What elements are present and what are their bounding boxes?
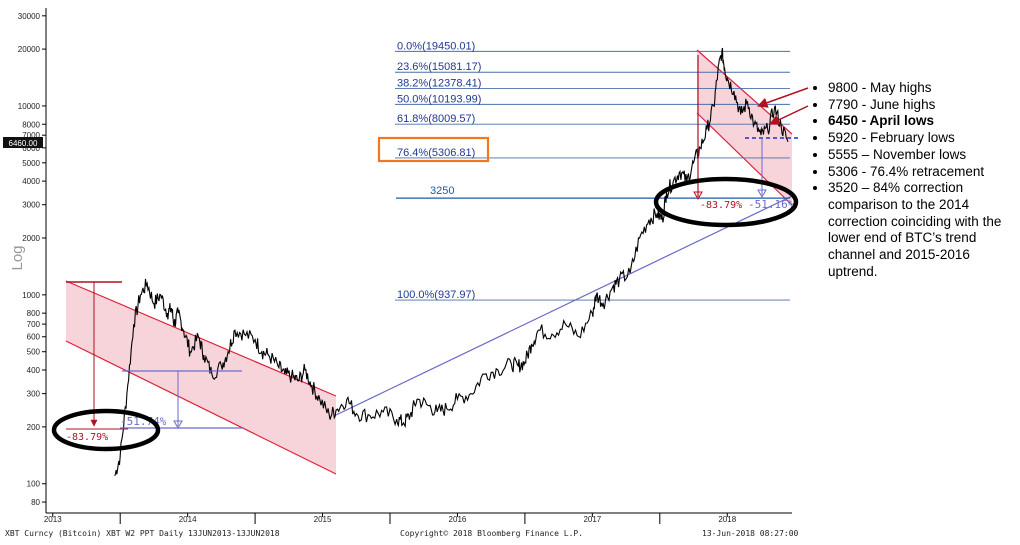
fib-level-label: 23.6%(15081.17) (397, 61, 481, 73)
y-tick-label: 300 (27, 390, 41, 399)
y-tick-label: 80 (31, 498, 40, 507)
drop-2018-arrowhead (693, 191, 703, 201)
y-tick-label: 5000 (22, 159, 40, 168)
y-tick-label: 700 (27, 320, 41, 329)
y-tick-label: 200 (27, 423, 41, 432)
uptrend-line (335, 195, 793, 416)
fib-level-label: 61.8%(8009.57) (397, 113, 475, 125)
y-tick-label: 100 (27, 480, 41, 489)
fib-level-label: 50.0%(10193.99) (397, 93, 481, 105)
note-item: 5920 - February lows (828, 130, 1020, 147)
note-item: 7790 - June highs (828, 97, 1020, 114)
y-tick-label: 4000 (22, 177, 40, 186)
callout-may-high (757, 87, 809, 108)
x-tick-label: 2013 (44, 515, 62, 524)
y-tick-label: 20000 (18, 45, 41, 54)
price-line (114, 47, 789, 477)
plot-area (46, 8, 792, 513)
note-item: 9800 - May highs (828, 80, 1020, 97)
callout-june-high (769, 105, 809, 125)
x-tick-label: 2014 (179, 515, 197, 524)
y-tick-label: 6000 (22, 144, 40, 153)
y-tick-label: 8000 (22, 120, 40, 129)
x-tick-label: 2016 (449, 515, 467, 524)
footer-left: XBT Curncy (Bitcoin) XBT W2 PPT Daily 13… (5, 529, 280, 538)
retrace-2018-label: -51.16% (748, 198, 795, 211)
last-price-label: 6460.00 (9, 139, 38, 148)
y-axis-label: Log (9, 245, 26, 270)
fib-level-label: 0.0%(19450.01) (397, 40, 475, 52)
channel-2014-lower (65, 340, 337, 475)
y-tick-label: 7000 (22, 131, 40, 140)
y-tick-label: 3000 (22, 201, 40, 210)
note-item: 3520 – 84% correction comparison to the … (828, 180, 1020, 280)
x-tick-label: 2018 (718, 515, 736, 524)
y-tick-label: 800 (27, 309, 41, 318)
y-tick-label: 1000 (22, 291, 40, 300)
fib-level-label: 38.2%(12378.41) (397, 77, 481, 89)
fib-76-highlight-box (377, 136, 490, 163)
last-price-tag (3, 137, 43, 148)
support-level-label: 3250 (430, 185, 454, 197)
retrace-2018-arrowhead (757, 189, 767, 199)
channel-2018-lower (696, 112, 793, 206)
circle-2018-low (653, 176, 799, 228)
drop-2018-label: -83.79% (700, 200, 742, 211)
notes-panel: 9800 - May highs7790 - June highs6450 - … (812, 80, 1020, 280)
x-axis-labels: 2013 2014 2015 2016 2017 2018 (44, 513, 737, 524)
notes-list: 9800 - May highs7790 - June highs6450 - … (812, 80, 1020, 280)
footer-center: Copyright© 2018 Bloomberg Finance L.P. (400, 529, 583, 538)
y-tick-label: 30000 (18, 12, 41, 21)
y-tick-label: 2000 (22, 234, 40, 243)
fibonacci-levels: 0.0%(19450.01) 23.6%(15081.17) 38.2%(12378… (395, 40, 790, 301)
circle-2014-low (51, 408, 161, 452)
x-tick-label: 2017 (583, 515, 601, 524)
note-item: 6450 - April lows (828, 113, 1020, 130)
fib-level-label: 76.4%(5306.81) (397, 147, 475, 159)
y-tick-label: 600 (27, 333, 41, 342)
y-tick-label: 400 (27, 366, 41, 375)
note-item: 5306 - 76.4% retracement (828, 164, 1020, 181)
y-tick-label: 10000 (18, 102, 41, 111)
note-item: 5555 – November lows (828, 147, 1020, 164)
y-tick-label: 500 (27, 348, 41, 357)
y-axis-ticks: 30000 20000 10000 8000 7000 6000 5000 4000 3000 2… (18, 12, 46, 507)
fib-level-label: 100.0%(937.97) (397, 289, 475, 301)
retrace-2014-arrowhead (173, 420, 183, 430)
drop-2014-label: -83.79% (66, 432, 108, 443)
footer-right: 13-Jun-2018 08:27:00 (702, 529, 799, 538)
x-tick-label: 2015 (314, 515, 332, 524)
